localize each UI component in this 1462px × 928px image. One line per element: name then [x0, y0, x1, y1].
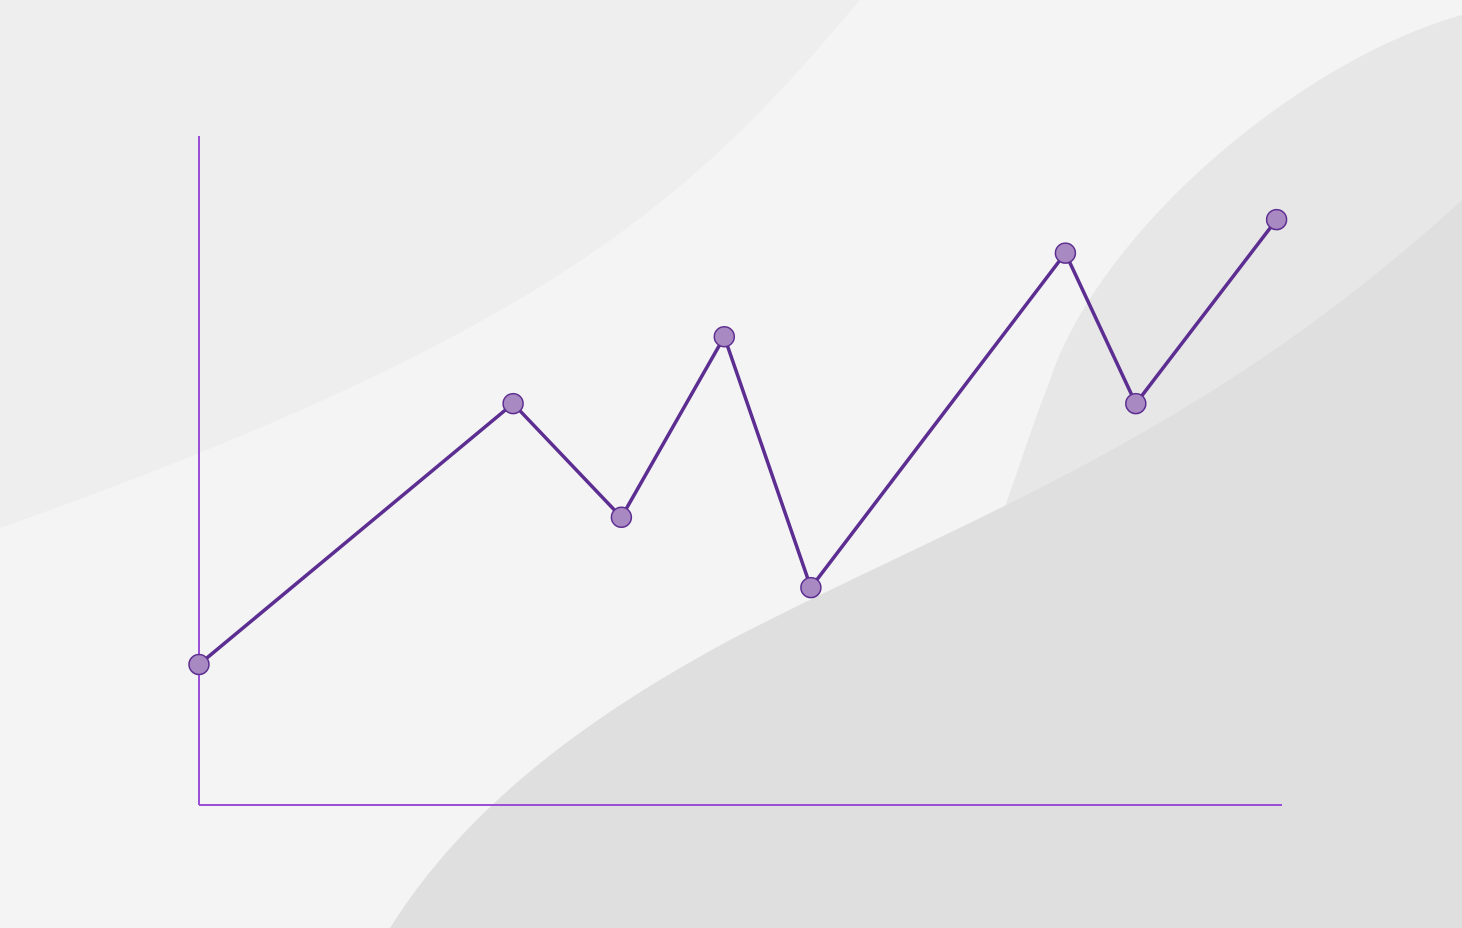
- data-point-8: [1265, 208, 1288, 231]
- data-point-3: [610, 506, 633, 529]
- data-point-2: [502, 392, 524, 415]
- axes: [198, 136, 1282, 806]
- data-point-1: [188, 653, 210, 676]
- data-point-4: [713, 325, 736, 348]
- data-point-5: [800, 576, 822, 599]
- data-point-6: [1054, 242, 1077, 264]
- background-shape-light: [0, 0, 860, 528]
- data-point-7: [1125, 392, 1147, 415]
- background-shape-dark: [390, 200, 1462, 928]
- data-points: [188, 208, 1288, 676]
- series-line: [197, 218, 1278, 666]
